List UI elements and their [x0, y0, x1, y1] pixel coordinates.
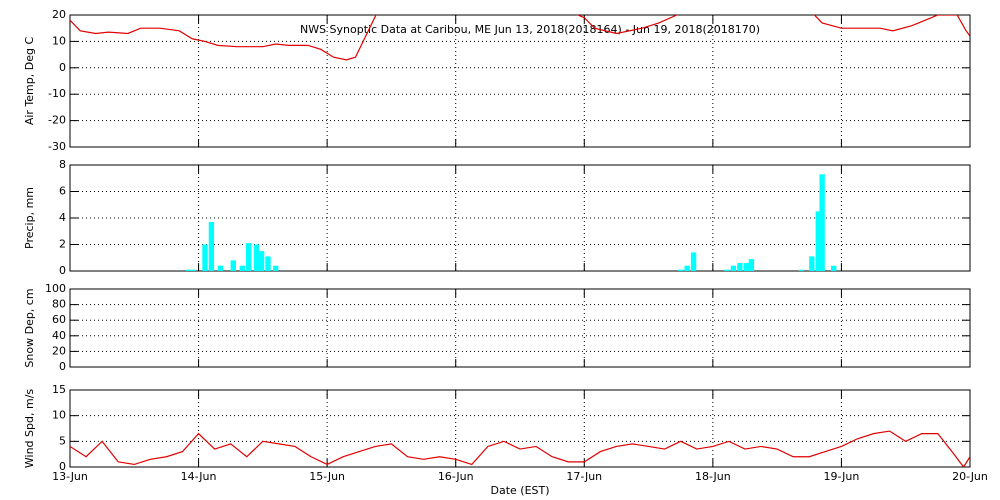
- x-tick-label: 18-Jun: [695, 470, 731, 483]
- y-tick-label: 15: [52, 383, 66, 396]
- y-tick-label: 60: [52, 313, 66, 326]
- y-tick-label: 100: [45, 282, 66, 295]
- data-layer: [185, 174, 837, 271]
- bar: [202, 244, 208, 271]
- panel: 0 5 10 15 13-Jun 14-Jun 15-Jun 16-Jun 17-Jun 18-J…: [23, 383, 988, 497]
- data-layer: [70, 430, 970, 467]
- y-tick-label: 10: [52, 409, 66, 422]
- y-tick-label: 40: [52, 329, 66, 342]
- y-axis-label: Snow Dep, cm: [23, 288, 36, 367]
- y-tick-label: -20: [48, 114, 66, 127]
- y-tick-label: 80: [52, 298, 66, 311]
- panel: 0 20 40 60 80 100 Snow Dep, cm: [23, 282, 971, 373]
- y-tick-label: 4: [59, 211, 66, 224]
- bar: [748, 259, 755, 271]
- bar: [809, 256, 815, 271]
- y-tick-label: 20: [52, 344, 66, 357]
- bar: [230, 260, 236, 271]
- plot-frame: [69, 14, 971, 148]
- y-tick-label: 10: [52, 34, 66, 47]
- y-tick-label: 0: [59, 61, 66, 74]
- y-tick-label: 5: [59, 434, 66, 447]
- plot-frame: [69, 164, 971, 272]
- x-tick-label: 13-Jun: [52, 470, 88, 483]
- x-tick-label: 20-Jun: [952, 470, 988, 483]
- panel: -30 -20 -10 0 10 20 Air Temp, Deg C NWS Synopti…: [23, 8, 971, 153]
- y-tick-label: 8: [59, 158, 66, 171]
- bar: [246, 243, 252, 271]
- y-tick-label: 6: [59, 185, 66, 198]
- x-tick-label: 15-Jun: [309, 470, 345, 483]
- y-tick-label: -10: [48, 87, 66, 100]
- y-tick-label: 0: [59, 264, 66, 277]
- y-tick-label: -30: [48, 140, 66, 153]
- bar: [730, 265, 737, 271]
- y-axis-label: Air Temp, Deg C: [23, 37, 36, 126]
- y-axis-label: Wind Spd, m/s: [23, 389, 36, 469]
- bar: [684, 265, 690, 271]
- data-line: [70, 430, 970, 467]
- bar: [265, 256, 271, 271]
- panel: 0 2 4 6 8 Precip, mm: [23, 158, 971, 277]
- bar: [253, 244, 260, 271]
- plot-frame: [69, 288, 971, 368]
- x-tick-label: 17-Jun: [566, 470, 602, 483]
- chart-title: NWS Synoptic Data at Caribou, ME Jun 13,…: [300, 23, 760, 36]
- bar: [190, 269, 197, 271]
- bar: [798, 269, 805, 271]
- bar: [258, 251, 265, 271]
- data-line: [70, 15, 970, 61]
- bar: [815, 211, 821, 271]
- y-tick-label: 20: [52, 8, 66, 21]
- y-tick-label: 2: [59, 238, 66, 251]
- x-tick-label: 19-Jun: [824, 470, 860, 483]
- bar: [690, 252, 697, 271]
- bar: [737, 263, 743, 271]
- bar: [273, 265, 279, 271]
- y-axis-label: Precip, mm: [23, 187, 36, 249]
- bar: [819, 174, 825, 271]
- x-axis-label: Date (EST): [490, 484, 549, 497]
- bar: [831, 265, 837, 271]
- bar: [239, 265, 245, 271]
- y-tick-label: 0: [59, 460, 66, 473]
- bar: [217, 265, 224, 271]
- bar: [185, 269, 191, 271]
- y-tick-label: 0: [59, 360, 66, 373]
- bar: [678, 269, 684, 271]
- bar: [208, 221, 215, 271]
- bar: [743, 263, 749, 271]
- x-tick-label: 14-Jun: [181, 470, 217, 483]
- bar: [724, 269, 730, 271]
- plot-frame: [69, 389, 971, 468]
- data-layer: [70, 15, 970, 61]
- x-tick-label: 16-Jun: [438, 470, 474, 483]
